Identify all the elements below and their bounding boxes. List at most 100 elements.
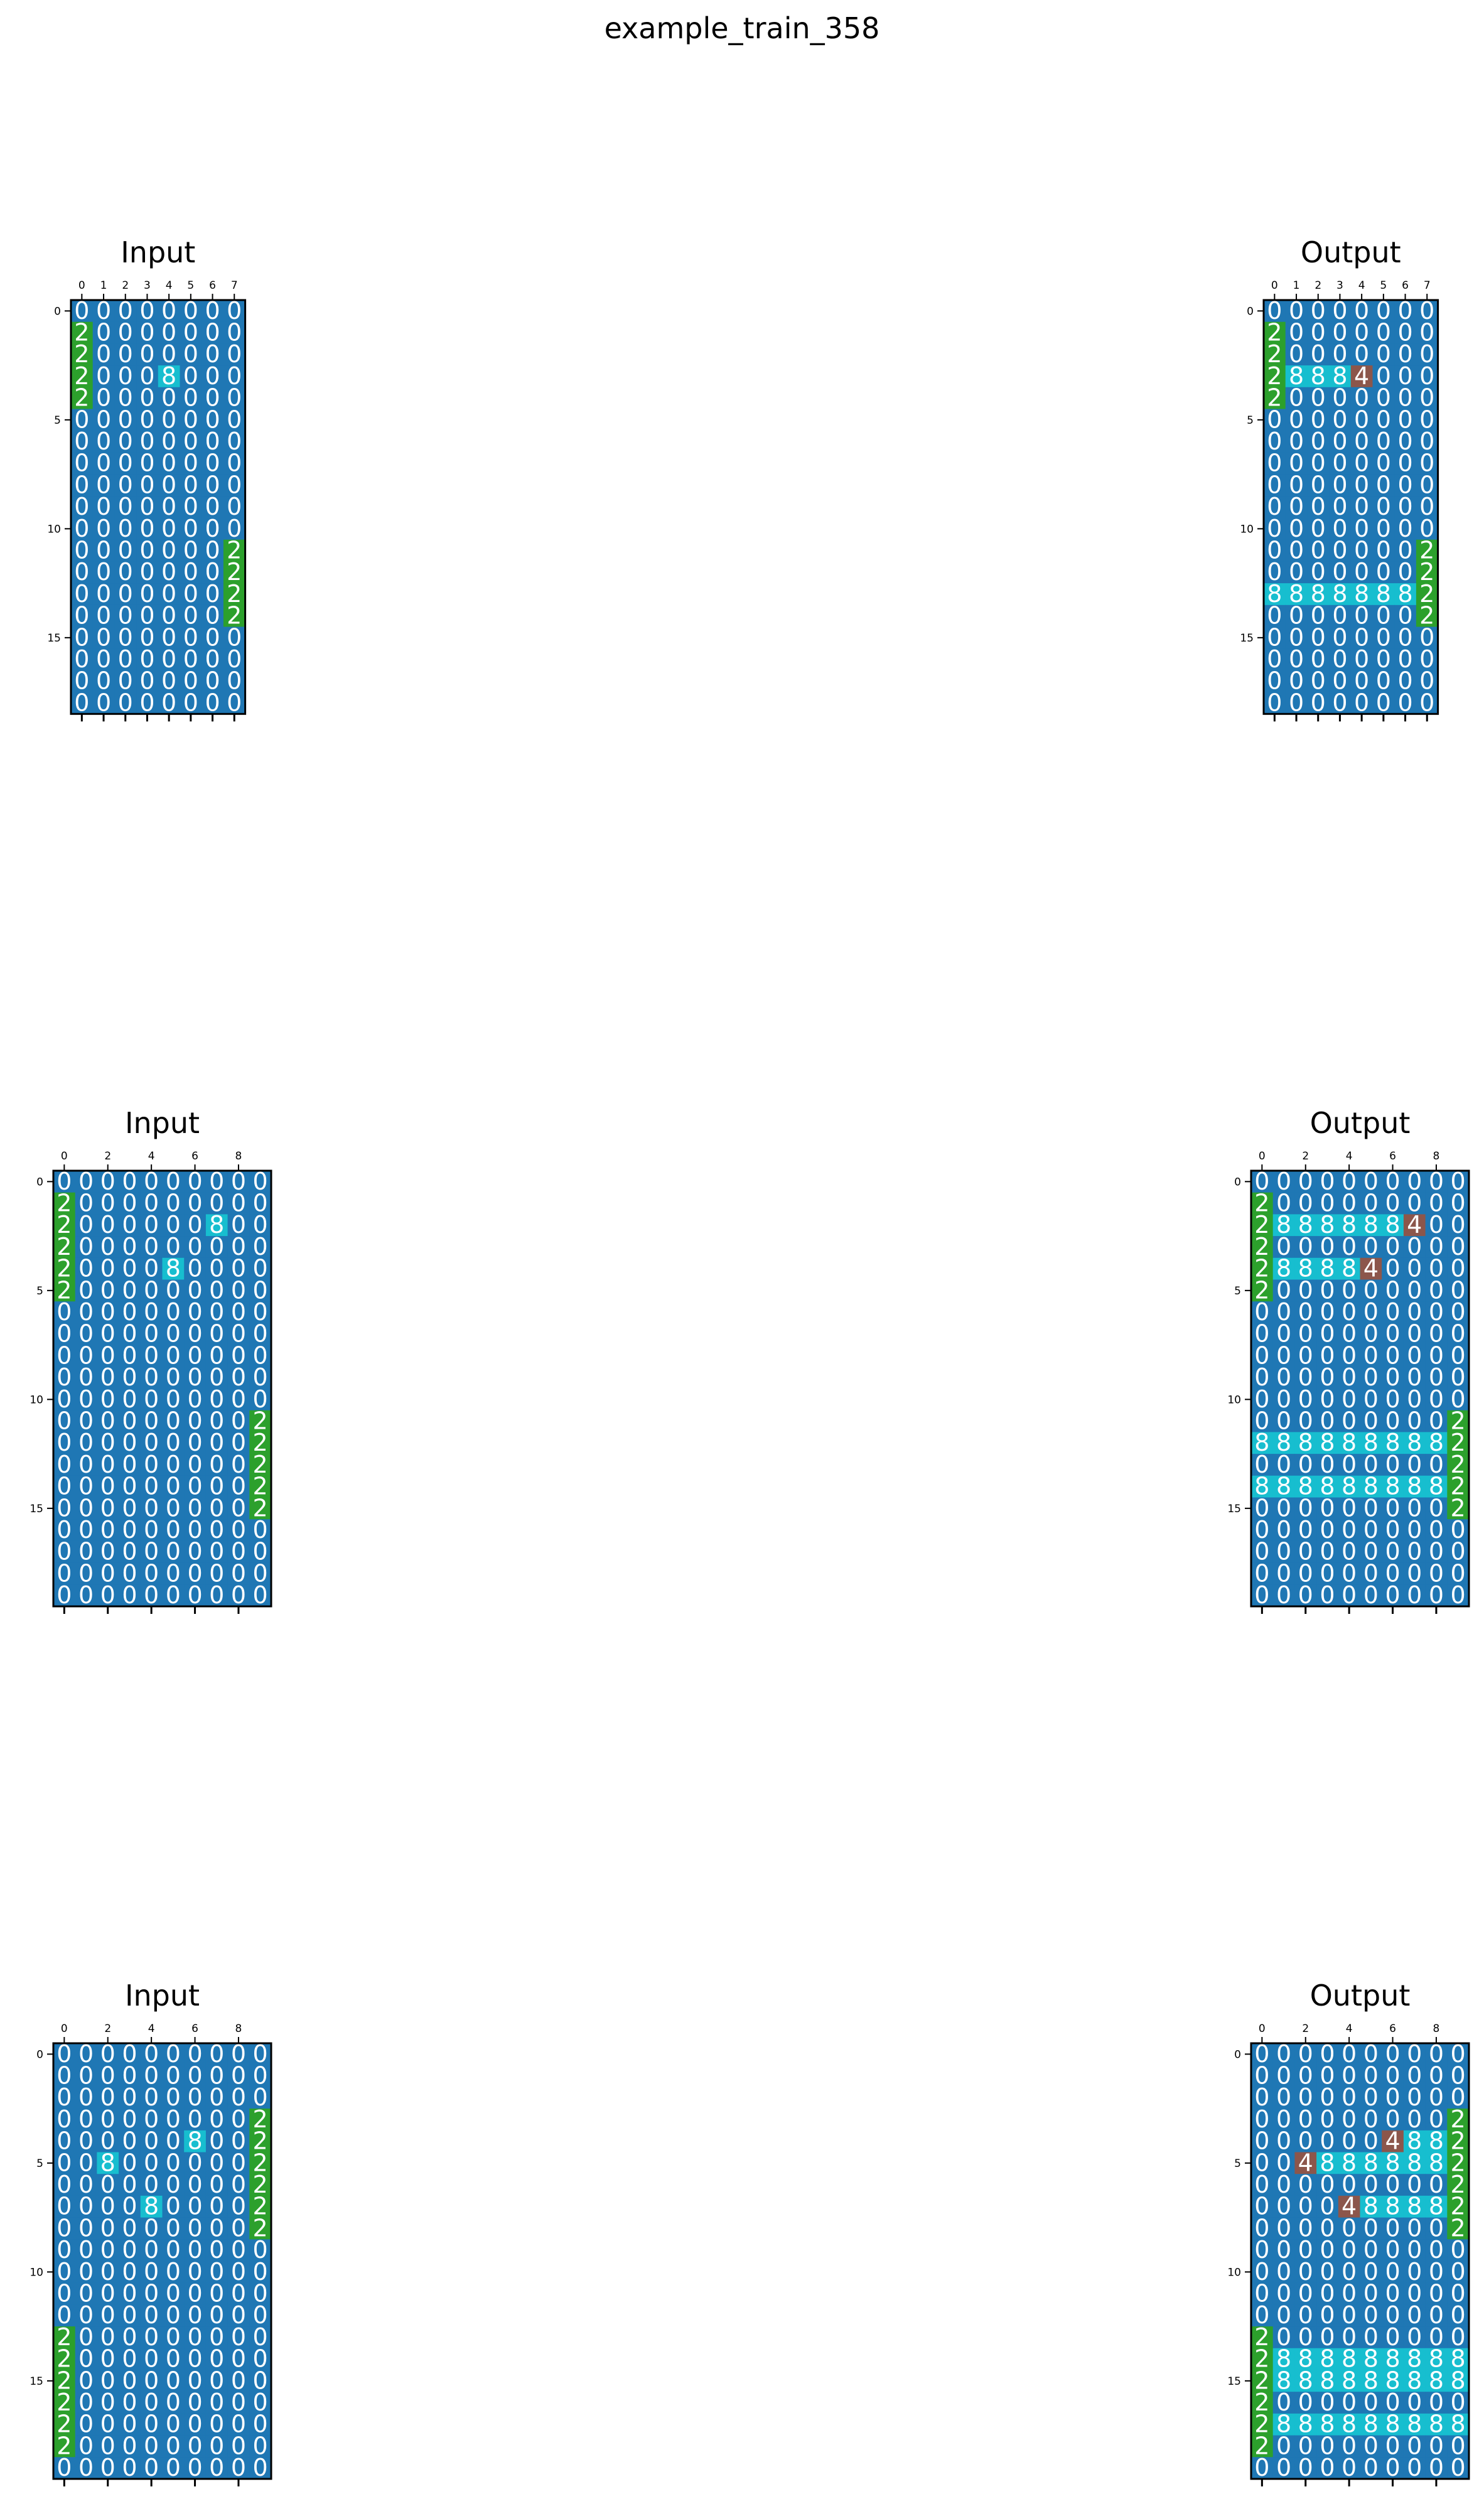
grid-cell — [202, 539, 224, 562]
cell-value: 0 — [205, 515, 220, 542]
cell-value: 0 — [118, 580, 133, 608]
grid-cell — [202, 496, 224, 519]
cell-value: 0 — [209, 1581, 224, 1609]
grid-cell — [136, 496, 159, 519]
y-tick-label: 5 — [1234, 2157, 1241, 2170]
grid-cell — [92, 648, 115, 671]
panel-title: Input — [121, 235, 195, 269]
x-tick-label: 2 — [104, 1150, 111, 1163]
grid-cell — [136, 626, 159, 649]
x-tick-label: 1 — [1293, 279, 1300, 292]
grid-cell — [223, 365, 246, 388]
grid-cell — [71, 452, 94, 475]
cell-value: 0 — [96, 558, 111, 586]
grid-cell — [158, 431, 180, 453]
grid-cell — [136, 387, 159, 409]
y-tick-label: 10 — [30, 2266, 43, 2279]
cell-value: 0 — [227, 297, 242, 325]
grid-cell — [1285, 300, 1308, 323]
cell-value: 0 — [74, 493, 89, 520]
grid-cell — [114, 626, 137, 649]
cell-value: 0 — [1298, 1581, 1313, 1609]
grid-cell — [202, 409, 224, 431]
grid-cell — [136, 648, 159, 671]
grid-cell — [71, 321, 94, 344]
cell-value: 0 — [1363, 2454, 1379, 2481]
cell-value: 0 — [144, 1581, 159, 1609]
cell-value: 0 — [96, 406, 111, 433]
cell-value: 0 — [1354, 689, 1369, 716]
cell-value: 0 — [183, 580, 198, 608]
cell-value: 0 — [118, 319, 133, 347]
grid-cell — [114, 343, 137, 366]
cell-value: 0 — [1451, 1581, 1466, 1609]
grid-cell — [223, 539, 246, 562]
cell-value: 0 — [253, 2454, 268, 2481]
cell-value: 0 — [161, 384, 176, 412]
cell-value: 0 — [139, 602, 154, 630]
grid-cell — [223, 561, 246, 584]
grid-cell — [71, 561, 94, 584]
grid-cell — [136, 561, 159, 584]
cell-value: 0 — [183, 449, 198, 477]
cell-value: 0 — [227, 471, 242, 498]
cell-value: 0 — [118, 558, 133, 586]
cell-value: 0 — [1342, 2454, 1357, 2481]
cell-value: 0 — [96, 602, 111, 630]
cell-value: 0 — [1342, 1581, 1357, 1609]
cell-value: 0 — [183, 558, 198, 586]
grid-cell — [1394, 321, 1417, 344]
cell-value: 0 — [1419, 319, 1434, 347]
grid-cell — [71, 648, 94, 671]
cell-value: 0 — [183, 362, 198, 390]
cell-value: 0 — [161, 449, 176, 477]
grid-cell — [202, 431, 224, 453]
grid-cell — [180, 300, 202, 323]
cell-value: 0 — [118, 515, 133, 542]
cell-value: 0 — [183, 319, 198, 347]
panel-title: Output — [1301, 235, 1401, 269]
cell-value: 2 — [74, 319, 89, 347]
x-tick-label: 5 — [1380, 279, 1387, 292]
grid-cell — [71, 496, 94, 519]
grid-cell — [114, 518, 137, 540]
grid-cell — [92, 605, 115, 627]
cell-value: 0 — [1385, 1581, 1400, 1609]
grid-cell — [180, 365, 202, 388]
grid-cell — [92, 452, 115, 475]
cell-value: 0 — [96, 689, 111, 716]
x-tick-label: 6 — [191, 2023, 198, 2035]
grid-cell — [223, 409, 246, 431]
cell-value: 0 — [1276, 1581, 1291, 1609]
cell-value: 0 — [1332, 689, 1347, 716]
y-tick-label: 10 — [1227, 2266, 1241, 2279]
cell-value: 0 — [205, 449, 220, 477]
cell-value: 0 — [1311, 689, 1326, 716]
cell-value: 2 — [74, 384, 89, 412]
plot-frame — [70, 299, 247, 715]
cell-value: 0 — [183, 515, 198, 542]
x-tick-label: 3 — [144, 279, 151, 292]
cell-value: 0 — [118, 493, 133, 520]
grid-cell — [136, 539, 159, 562]
grid-cell — [202, 648, 224, 671]
grid-cell — [92, 387, 115, 409]
x-tick-label: 0 — [61, 2023, 68, 2035]
grid-cell — [158, 409, 180, 431]
cell-value: 0 — [161, 667, 176, 695]
cell-value: 0 — [1376, 319, 1391, 347]
x-tick-label: 8 — [1433, 1150, 1440, 1163]
x-tick-label: 6 — [1389, 2023, 1396, 2035]
cell-value: 0 — [183, 297, 198, 325]
cell-value: 0 — [96, 645, 111, 673]
cell-value: 0 — [161, 340, 176, 368]
grid-cell — [71, 583, 94, 606]
y-tick-label: 5 — [1234, 1285, 1241, 1298]
cell-value: 2 — [227, 602, 242, 630]
x-tick-label: 0 — [1271, 279, 1278, 292]
cell-value: 0 — [1332, 319, 1347, 347]
cell-value: 0 — [205, 602, 220, 630]
cell-value: 0 — [161, 406, 176, 433]
grid-cell — [202, 583, 224, 606]
